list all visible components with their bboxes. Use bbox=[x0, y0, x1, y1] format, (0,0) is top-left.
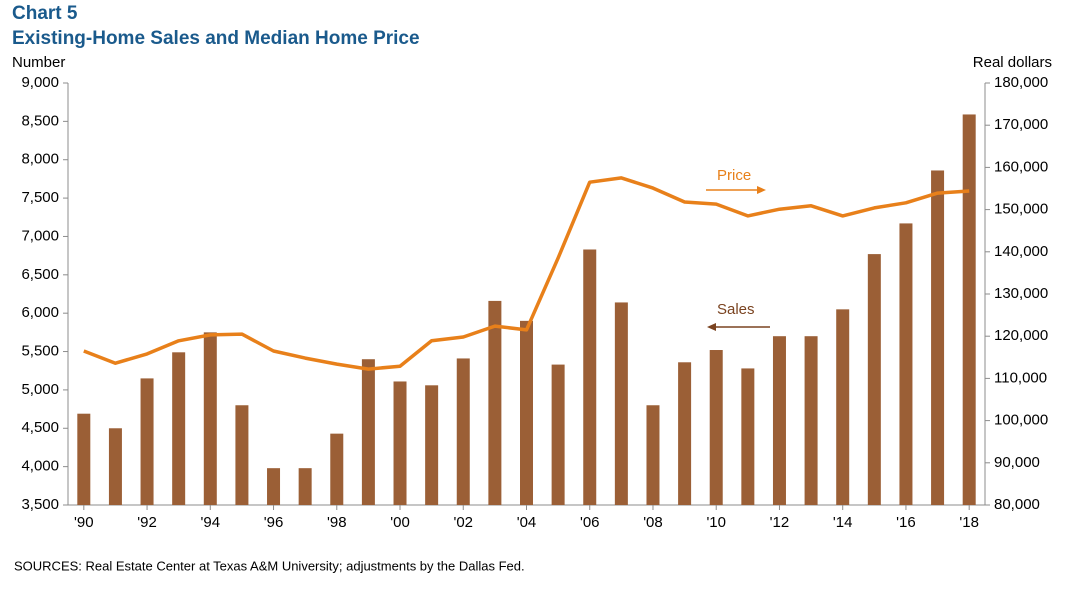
y2-tick-label: 130,000 bbox=[994, 285, 1048, 302]
x-tick-label: '90 bbox=[74, 514, 94, 531]
y-tick-label: 7,500 bbox=[21, 189, 59, 206]
x-tick-label: '10 bbox=[706, 514, 726, 531]
x-tick-label: '00 bbox=[390, 514, 410, 531]
annotation: Sales bbox=[717, 301, 755, 318]
y-tick-label: 8,500 bbox=[21, 112, 59, 129]
y-tick-label: 5,500 bbox=[21, 343, 59, 360]
y2-tick-label: 180,000 bbox=[994, 74, 1048, 91]
y2-tick-label: 150,000 bbox=[994, 201, 1048, 218]
bar bbox=[772, 336, 786, 505]
y-axis-label: Number bbox=[12, 54, 65, 71]
bar bbox=[172, 352, 186, 505]
annotation: Price bbox=[717, 167, 751, 184]
bar bbox=[393, 381, 407, 505]
bar bbox=[330, 433, 344, 505]
x-tick-label: '16 bbox=[896, 514, 916, 531]
bar bbox=[108, 428, 122, 505]
x-tick-label: '08 bbox=[643, 514, 663, 531]
bar bbox=[583, 249, 597, 505]
x-tick-label: '02 bbox=[453, 514, 473, 531]
x-tick-label: '12 bbox=[770, 514, 790, 531]
bar bbox=[899, 223, 913, 506]
bar bbox=[140, 378, 154, 505]
x-tick-label: '98 bbox=[327, 514, 347, 531]
x-tick-label: '96 bbox=[264, 514, 284, 531]
bar bbox=[456, 358, 470, 505]
bar bbox=[361, 359, 375, 505]
bar bbox=[646, 405, 660, 505]
y2-tick-label: 110,000 bbox=[994, 369, 1047, 386]
y-tick-label: 6,500 bbox=[21, 266, 59, 283]
bar bbox=[804, 336, 818, 505]
bar bbox=[488, 300, 502, 505]
bar bbox=[235, 405, 249, 505]
arrow-head bbox=[707, 323, 716, 331]
y-tick-label: 7,000 bbox=[21, 227, 59, 244]
bar bbox=[267, 468, 281, 505]
bar bbox=[678, 362, 692, 505]
x-tick-label: '14 bbox=[833, 514, 853, 531]
y2-tick-label: 80,000 bbox=[994, 496, 1040, 513]
y-tick-label: 8,000 bbox=[21, 151, 59, 168]
x-tick-label: '04 bbox=[517, 514, 537, 531]
x-tick-label: '06 bbox=[580, 514, 600, 531]
y2-tick-label: 160,000 bbox=[994, 158, 1048, 175]
y2-tick-label: 170,000 bbox=[994, 116, 1048, 133]
bar bbox=[741, 368, 755, 505]
bar bbox=[77, 413, 91, 505]
y2-tick-label: 120,000 bbox=[994, 327, 1048, 344]
bar bbox=[836, 309, 850, 505]
bar bbox=[298, 468, 312, 505]
x-tick-label: '18 bbox=[959, 514, 979, 531]
y-tick-label: 4,500 bbox=[21, 419, 59, 436]
bar bbox=[203, 332, 217, 505]
y2-tick-label: 90,000 bbox=[994, 454, 1040, 471]
bar bbox=[867, 254, 881, 505]
y-tick-label: 4,000 bbox=[21, 458, 59, 475]
bar bbox=[962, 114, 976, 505]
y-tick-label: 9,000 bbox=[21, 74, 59, 91]
bar bbox=[520, 320, 533, 505]
y-tick-label: 3,500 bbox=[21, 496, 59, 513]
y-tick-label: 6,000 bbox=[21, 304, 59, 321]
y-tick-label: 5,000 bbox=[21, 381, 59, 398]
y2-tick-label: 100,000 bbox=[994, 412, 1048, 429]
bar bbox=[931, 170, 945, 505]
x-tick-label: '94 bbox=[201, 514, 221, 531]
price-line bbox=[83, 176, 970, 371]
bar bbox=[614, 302, 628, 505]
y2-axis-label: Real dollars bbox=[973, 54, 1052, 71]
arrow-head bbox=[757, 186, 766, 194]
source-note: SOURCES: Real Estate Center at Texas A&M… bbox=[14, 558, 525, 573]
chart-title: Chart 5 bbox=[12, 3, 78, 24]
bar bbox=[551, 364, 565, 505]
bar bbox=[425, 385, 439, 505]
x-tick-label: '92 bbox=[137, 514, 157, 531]
bar bbox=[709, 350, 723, 505]
chart-subtitle: Existing-Home Sales and Median Home Pric… bbox=[12, 28, 420, 49]
y2-tick-label: 140,000 bbox=[994, 243, 1048, 260]
